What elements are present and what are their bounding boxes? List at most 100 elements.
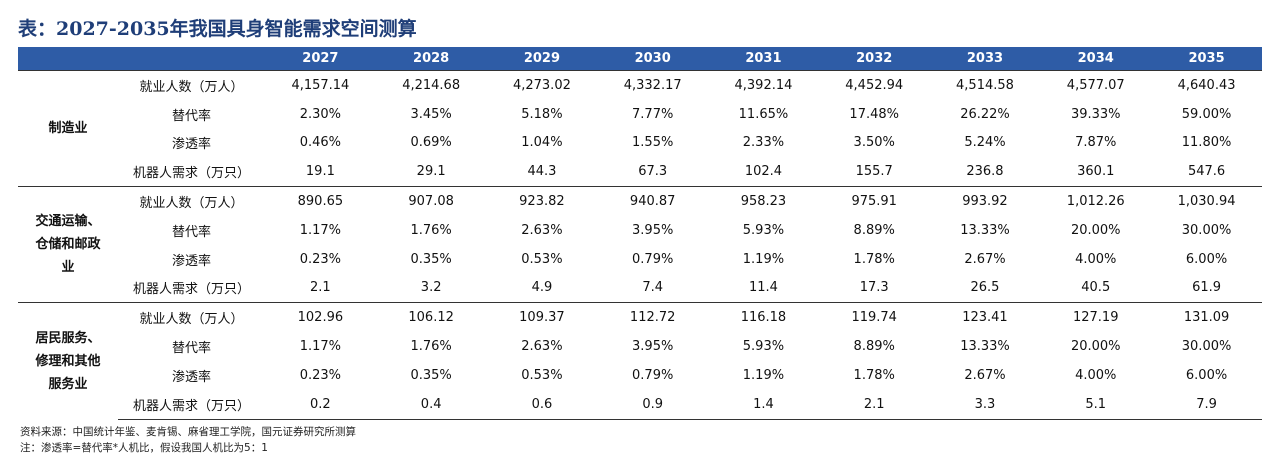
cell: 5.93% <box>742 339 785 355</box>
cell: 102.96 <box>265 302 376 333</box>
cell: 4,640.43 <box>1151 69 1262 100</box>
cell: 59.00% <box>1181 106 1232 122</box>
cell: 6.00% <box>1185 251 1228 267</box>
row-label: 机器人需求（万只） <box>118 157 265 188</box>
cell: 17.3 <box>818 273 930 304</box>
row-label: 渗透率 <box>171 137 211 153</box>
cell: 5.18% <box>521 106 563 122</box>
cell: 106.12 <box>375 302 487 333</box>
cell: 0.46% <box>299 135 342 151</box>
cell: 2.63% <box>521 339 563 355</box>
cell: 360.1 <box>1040 157 1152 188</box>
cell: 4,273.02 <box>486 69 598 100</box>
table-row: 渗透率 0.23% 0.35% 0.53% 0.79% 1.19% 1.78% 2.67% 4.… <box>18 245 1262 274</box>
group-label: 制造业 <box>18 69 118 187</box>
cell: 13.33% <box>960 339 1010 355</box>
table-row: 机器人需求（万只） 19.1 29.1 44.3 67.3 102.4 155.7 236.8… <box>18 157 1262 188</box>
header-cell: 2031 <box>708 47 819 71</box>
cell: 2.33% <box>742 135 785 151</box>
cell: 8.89% <box>853 222 895 238</box>
row-label: 渗透率 <box>171 369 211 385</box>
cell: 26.22% <box>960 106 1010 122</box>
cell: 17.48% <box>849 106 899 122</box>
cell: 2.1 <box>818 389 930 420</box>
cell: 3.3 <box>929 389 1041 420</box>
cell: 61.9 <box>1151 273 1262 304</box>
cell: 5.93% <box>742 222 785 238</box>
cell: 4.00% <box>1075 251 1117 267</box>
cell: 127.19 <box>1040 302 1152 333</box>
cell: 1.17% <box>299 222 342 238</box>
cell: 1.55% <box>632 135 674 151</box>
cell: 7.9 <box>1151 389 1262 420</box>
cell: 3.50% <box>853 135 895 151</box>
cell: 26.5 <box>929 273 1041 304</box>
cell: 0.4 <box>375 389 487 420</box>
cell: 39.33% <box>1070 106 1121 122</box>
cell: 29.1 <box>375 157 487 188</box>
cell: 0.53% <box>521 367 563 383</box>
cell: 131.09 <box>1151 302 1262 333</box>
cell: 109.37 <box>486 302 598 333</box>
cell: 0.6 <box>486 389 598 420</box>
cell: 20.00% <box>1070 339 1121 355</box>
cell: 3.95% <box>632 339 674 355</box>
cell: 2.67% <box>964 367 1006 383</box>
cell: 4,514.58 <box>929 69 1041 100</box>
cell: 0.53% <box>521 251 563 267</box>
cell: 4,157.14 <box>265 69 376 100</box>
cell: 1.78% <box>853 251 895 267</box>
cell: 4,577.07 <box>1040 69 1152 100</box>
row-label: 替代率 <box>171 341 211 357</box>
cell: 0.23% <box>299 367 342 383</box>
header-cell <box>18 47 265 71</box>
cell: 11.4 <box>708 273 819 304</box>
row-label: 替代率 <box>171 224 211 240</box>
cell: 958.23 <box>708 186 819 216</box>
table-body: 制造业 就业人数（万人） 4,157.14 4,214.68 4,273.02 4,332… <box>18 69 1262 420</box>
cell: 30.00% <box>1181 339 1232 355</box>
cell: 907.08 <box>375 186 487 216</box>
cell: 0.23% <box>299 251 342 267</box>
cell: 13.33% <box>960 222 1010 238</box>
table-row: 替代率 1.17% 1.76% 2.63% 3.95% 5.93% 8.89% 13.33% 2… <box>18 216 1262 245</box>
cell: 123.41 <box>929 302 1041 333</box>
header-cell: 2027 <box>265 47 376 71</box>
cell: 0.69% <box>410 135 452 151</box>
cell: 1.76% <box>410 222 452 238</box>
cell: 3.2 <box>375 273 487 304</box>
cell: 3.45% <box>410 106 452 122</box>
header-cell: 2033 <box>929 47 1041 71</box>
cell: 1.78% <box>853 367 895 383</box>
cell: 19.1 <box>265 157 376 188</box>
cell: 0.35% <box>410 251 452 267</box>
cell: 4.00% <box>1075 367 1117 383</box>
cell: 5.1 <box>1040 389 1152 420</box>
table-row: 机器人需求（万只） 0.2 0.4 0.6 0.9 1.4 2.1 3.3 5.1 7.9 <box>18 389 1262 420</box>
table-row: 交通运输、仓储和邮政业 就业人数（万人） 890.65 907.08 923.82 940… <box>18 186 1262 303</box>
table-row: 渗透率 0.23% 0.35% 0.53% 0.79% 1.19% 1.78% 2.67% 4.… <box>18 361 1262 390</box>
cell: 2.30% <box>299 106 342 122</box>
cell: 102.4 <box>708 157 819 188</box>
cell: 119.74 <box>818 302 930 333</box>
row-label: 替代率 <box>171 108 211 124</box>
cell: 7.4 <box>597 273 709 304</box>
row-label: 就业人数（万人） <box>118 186 265 216</box>
cell: 5.24% <box>964 135 1006 151</box>
table-row: 替代率 1.17% 1.76% 2.63% 3.95% 5.93% 8.89% 13.33% 2… <box>18 332 1262 361</box>
table-row: 制造业 就业人数（万人） 4,157.14 4,214.68 4,273.02 4,332… <box>18 69 1262 187</box>
row-label: 渗透率 <box>171 253 211 269</box>
cell: 4.9 <box>486 273 598 304</box>
cell: 0.9 <box>597 389 709 420</box>
cell: 993.92 <box>929 186 1041 216</box>
cell: 1,012.26 <box>1040 186 1152 216</box>
table-row: 机器人需求（万只） 2.1 3.2 4.9 7.4 11.4 17.3 26.5 40.5 61.… <box>18 273 1262 304</box>
cell: 6.00% <box>1185 367 1228 383</box>
cell: 7.87% <box>1075 135 1117 151</box>
group-label: 交通运输、仓储和邮政业 <box>18 186 118 303</box>
header-cell: 2035 <box>1151 47 1262 71</box>
cell: 67.3 <box>597 157 709 188</box>
cell: 1.19% <box>742 251 785 267</box>
cell: 0.2 <box>265 389 376 420</box>
cell: 923.82 <box>486 186 598 216</box>
